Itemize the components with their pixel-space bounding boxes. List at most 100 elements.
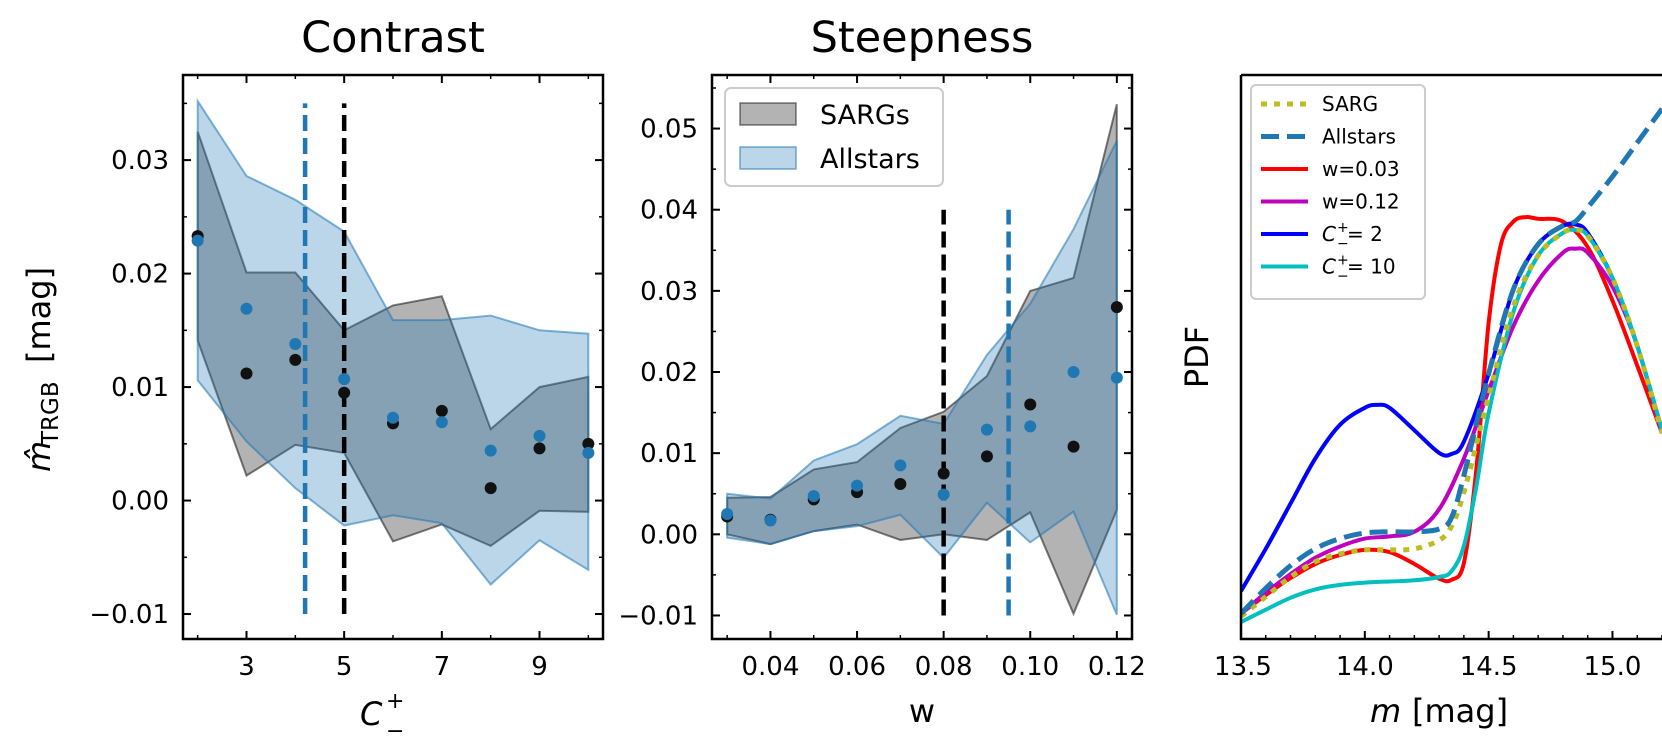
point-allstars (191, 234, 204, 247)
contrast-xlabel: C + − (360, 689, 404, 744)
band-allstars (196, 97, 590, 586)
legend-label-allstars: Allstars (1322, 125, 1396, 149)
pdf-ticks: 13.5 14.0 14.5 15.0 (1214, 631, 1662, 682)
x-tick-label: 0.06 (828, 652, 886, 682)
steepness-xlabel: w (909, 692, 935, 730)
pdf-curve-w-0-03 (1241, 215, 1662, 616)
legend-label-allstars: Allstars (820, 144, 920, 175)
contrast-title: Contrast (301, 13, 485, 63)
point-allstars (338, 373, 351, 386)
legend-label-c-rest: = 10 (1347, 255, 1396, 279)
contrast-xlabel-main: C (360, 695, 383, 733)
point-allstars (1110, 371, 1123, 384)
steepness-bands (726, 103, 1118, 617)
x-tick-label: 7 (434, 652, 451, 682)
point-allstars (894, 459, 907, 472)
y-tick-label: 0.01 (111, 373, 169, 403)
contrast-bands (196, 97, 590, 586)
y-tick-label: 0.03 (640, 277, 698, 307)
y-tick-label: 0.02 (640, 358, 698, 388)
point-sargs (1110, 301, 1123, 314)
x-tick-label: 0.10 (1001, 652, 1059, 682)
contrast-ylabel-sub: TRGB (38, 381, 64, 446)
x-tick-label: 0.08 (915, 652, 973, 682)
x-tick-label: 15.0 (1584, 652, 1642, 682)
point-sargs (435, 404, 448, 417)
contrast-ylabel-main: m̂ (20, 441, 58, 472)
point-allstars (721, 508, 734, 521)
pdf-curves (1241, 107, 1662, 624)
x-tick-label: 0.12 (1088, 652, 1146, 682)
legend-label-c-main: C (1322, 255, 1336, 279)
point-sargs (533, 442, 546, 455)
y-tick-label: 0.01 (640, 439, 698, 469)
point-sargs (1024, 398, 1037, 411)
legend-label-c-sub: − (1337, 236, 1349, 252)
point-allstars (764, 514, 777, 527)
y-tick-label: −0.01 (89, 600, 169, 630)
contrast-ylabel: m̂ TRGB [mag] (20, 267, 64, 472)
band-allstars (726, 140, 1118, 616)
pdf-curve-allstars (1241, 107, 1662, 616)
point-allstars (1067, 366, 1080, 379)
x-tick-label: 9 (531, 652, 548, 682)
point-allstars (240, 302, 253, 315)
steepness-points (721, 301, 1123, 527)
pdf-xlabel-main: m (1370, 692, 1401, 730)
y-tick-label: 0.00 (111, 487, 169, 517)
x-tick-label: 14.0 (1336, 652, 1394, 682)
legend-swatch-allstars (739, 146, 797, 170)
point-sargs (937, 467, 950, 480)
point-allstars (980, 423, 993, 436)
point-allstars (387, 411, 399, 424)
legend-label-c-sup: + (1337, 220, 1349, 236)
point-allstars (289, 337, 302, 350)
pdf-ylabel: PDF (1178, 326, 1216, 388)
point-sargs (338, 386, 351, 399)
point-sargs (240, 367, 253, 380)
contrast-ylabel-unit: [mag] (20, 267, 58, 363)
point-allstars (435, 416, 448, 429)
x-tick-label: 5 (336, 652, 353, 682)
y-tick-label: −0.01 (618, 601, 698, 631)
x-tick-label: 0.04 (742, 652, 800, 682)
legend-label-c-sub: − (1337, 269, 1349, 285)
pdf-xlabel-unit: [mag] (1412, 692, 1508, 730)
steepness-ticks: 0.04 0.06 0.08 0.10 0.12 −0.01 0.00 0.01 0.02 0.0… (618, 75, 1146, 682)
pdf-curve-c-10 (1241, 227, 1662, 624)
x-tick-label: 14.5 (1460, 652, 1518, 682)
contrast-xlabel-sup: + (386, 689, 404, 714)
point-sargs (980, 450, 993, 463)
steepness-panel: Steepness 0.04 0.06 0.08 0.10 0.12−0.010.000… (618, 13, 1145, 730)
pdf-xlabel: m [mag] (1370, 692, 1508, 730)
point-allstars (851, 479, 864, 492)
point-sargs (289, 353, 302, 366)
x-tick-label: 13.5 (1214, 652, 1272, 682)
y-tick-label: 0.00 (640, 520, 698, 550)
contrast-ticks: 3 5 7 9 −0.01 0.00 0.01 0.02 0.03 (89, 75, 603, 682)
legend-label-c-main: C (1322, 222, 1336, 246)
y-tick-label: 0.04 (640, 196, 698, 226)
point-allstars (533, 429, 546, 442)
point-sargs (484, 482, 497, 495)
y-tick-label: 0.03 (111, 146, 169, 176)
contrast-points (191, 230, 595, 495)
contrast-vlines (302, 103, 347, 615)
y-tick-label: 0.05 (640, 115, 698, 145)
y-tick-label: 0.02 (111, 260, 169, 290)
legend-swatch-sargs (739, 102, 797, 126)
contrast-xlabel-sub: − (386, 719, 404, 744)
point-allstars (807, 490, 820, 503)
contrast-panel: Contrast 3 5 7 9 −0.01 0.00 0.01 0.02 0.03 C + −… (20, 13, 605, 744)
legend-label-c-sup: + (1337, 253, 1349, 269)
pdf-panel: 13.5 14.0 14.5 15.0 m [mag] PDF SARG Allstar… (1178, 73, 1662, 730)
steepness-legend: SARGs Allstars (724, 87, 944, 187)
steepness-title: Steepness (811, 13, 1034, 63)
legend-label-w-0-12: w=0.12 (1322, 190, 1400, 214)
legend-label-sargs: SARGs (820, 100, 910, 131)
legend-label-c-rest: = 2 (1347, 222, 1383, 246)
legend-label-w-0-03: w=0.03 (1322, 157, 1400, 181)
